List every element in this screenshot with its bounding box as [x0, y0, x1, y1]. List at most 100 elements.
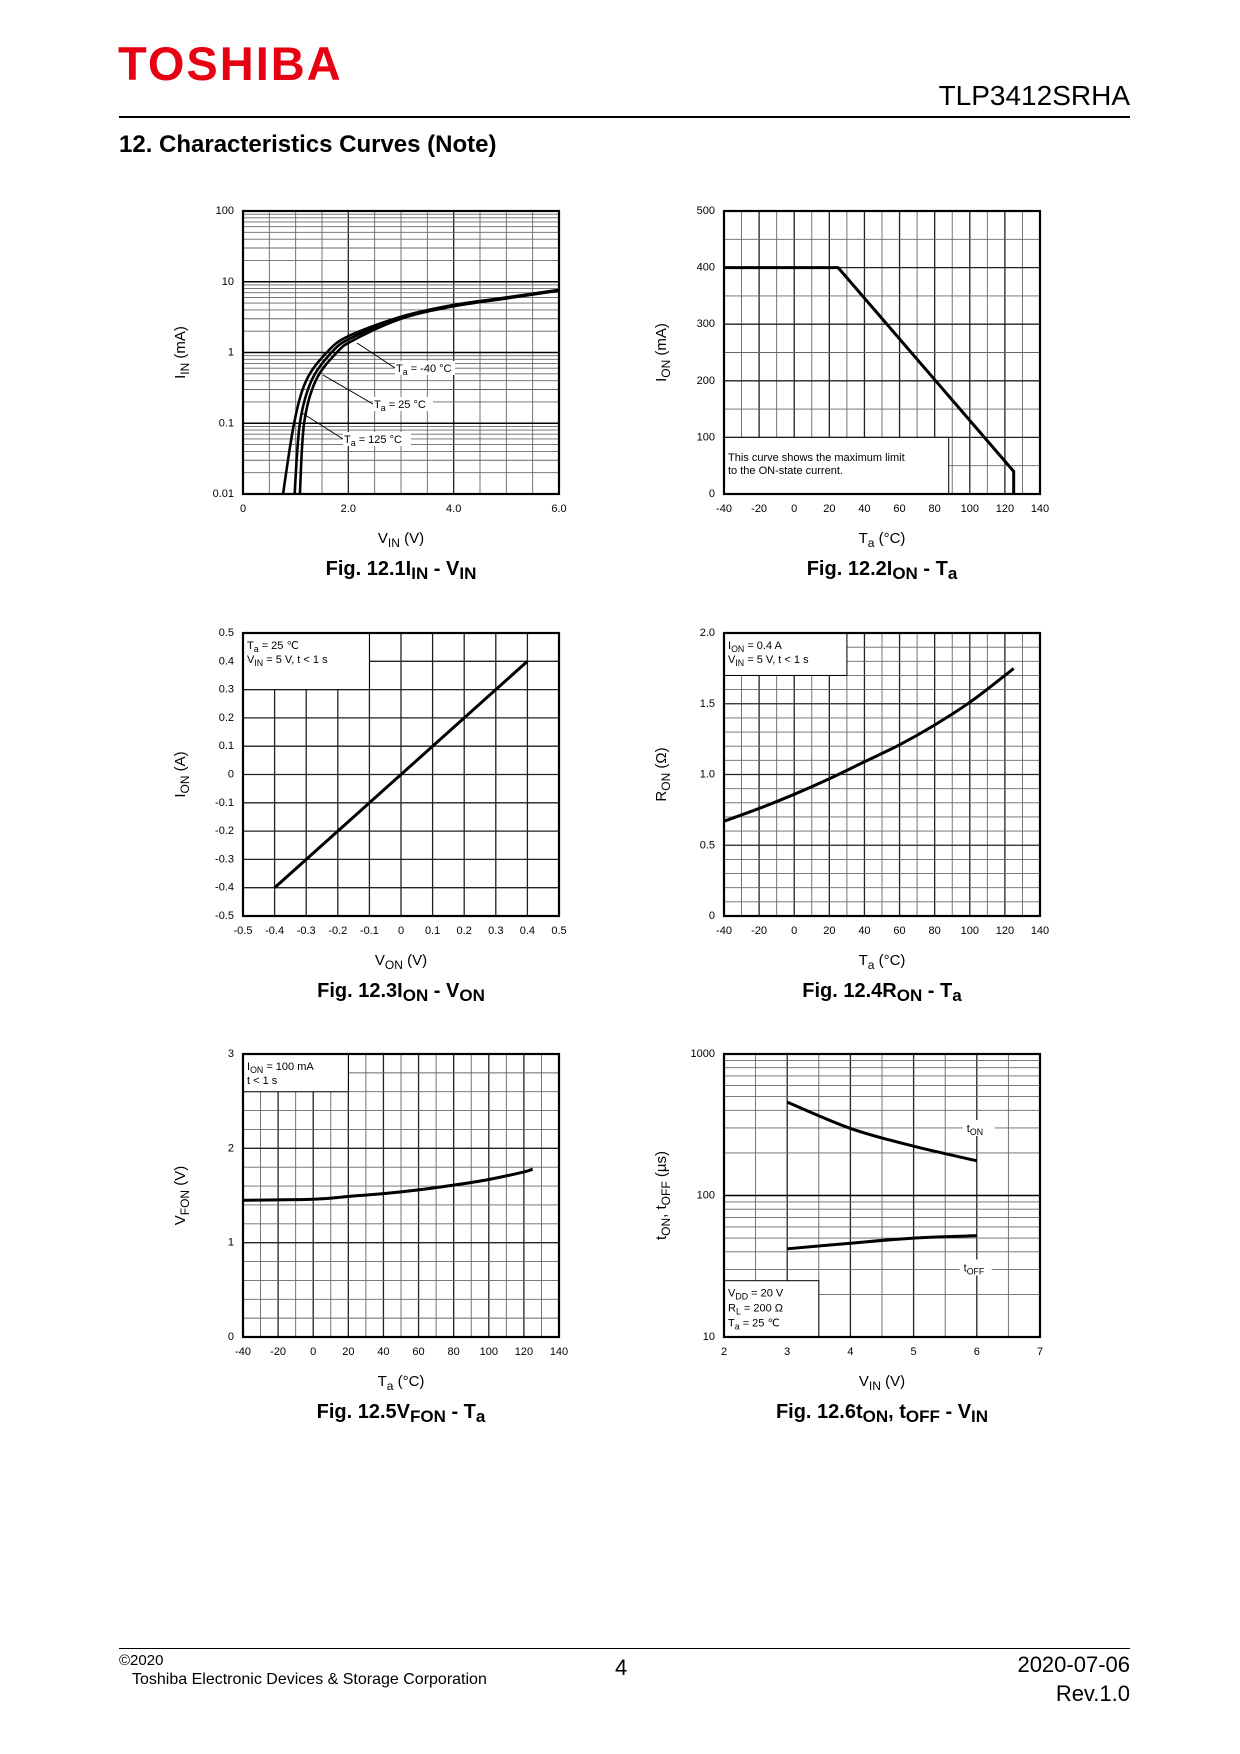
y-axis-label-part: (A) — [172, 751, 189, 775]
series-label: tOFF — [964, 1262, 985, 1276]
series-label-part: = -40 °C — [408, 363, 452, 375]
y-axis-label-part: FON — [178, 1190, 192, 1215]
figure-formula-part: I — [406, 558, 412, 580]
revision: Rev.1.0 — [1055, 1681, 1130, 1706]
y-axis-label-part: (V) — [172, 1166, 189, 1190]
y-tick-label: -0.1 — [215, 797, 234, 809]
label-bg — [395, 361, 455, 375]
x-tick-label: 5 — [911, 1346, 917, 1358]
condition-text-part: IN — [254, 658, 263, 668]
figure-number: Fig. 12.2 — [807, 558, 887, 580]
x-axis-label: Ta (°C) — [859, 530, 906, 550]
y-axis-label-part: ON — [659, 1218, 673, 1236]
y-axis-label-part: I — [172, 794, 189, 798]
x-tick-label: 40 — [858, 925, 870, 937]
y-axis-label-part: ON — [178, 776, 192, 794]
plot-frame — [241, 209, 561, 496]
x-tick-label: 60 — [893, 503, 905, 515]
x-tick-label: 4 — [847, 1346, 853, 1358]
x-axis-label-part: a — [868, 536, 875, 550]
condition-text: VIN = 5 V, t < 1 s — [728, 654, 809, 668]
copyright: ©2020 — [119, 1652, 164, 1669]
figure-formula-part: OFF — [906, 1407, 940, 1426]
y-axis-label: tON, tOFF (µs) — [653, 1151, 673, 1240]
y-axis-label-part: (µs) — [653, 1151, 670, 1181]
x-tick-label: 2 — [721, 1346, 727, 1358]
chart-fig-12-5: ION = 100 mAt < 1 s-40 -20 0 20 40 60 80 100 120… — [172, 1048, 568, 1426]
x-axis-label-part: a — [868, 958, 875, 972]
x-tick-label: -20 — [270, 1346, 286, 1358]
condition-text: t < 1 s — [247, 1075, 278, 1087]
y-tick-label: 200 — [697, 375, 715, 387]
y-tick-label: 2.0 — [700, 627, 715, 639]
series-line — [787, 1234, 977, 1251]
plot-frame — [722, 1052, 1042, 1339]
y-tick-label: 0.1 — [219, 740, 234, 752]
x-tick-label: 0 — [240, 503, 246, 515]
series-line — [786, 1100, 978, 1163]
condition-text-part: I — [728, 640, 731, 652]
x-tick-label: 80 — [929, 925, 941, 937]
x-tick-label: 140 — [550, 1346, 568, 1358]
y-tick-label: 0 — [228, 769, 234, 781]
x-tick-label: -0.5 — [234, 925, 253, 937]
condition-text-part: = 0.4 A — [744, 640, 782, 652]
x-tick-label: 80 — [929, 503, 941, 515]
x-tick-label: 120 — [996, 503, 1014, 515]
x-axis-label-part: T — [859, 952, 868, 969]
y-tick-label: -0.2 — [215, 825, 234, 837]
label-bg — [343, 432, 411, 446]
series-label: Ta = 25 °C — [374, 399, 426, 413]
condition-text: VDD = 20 V — [728, 1288, 784, 1302]
x-axis-label-part: (°C) — [874, 952, 905, 969]
x-axis-label-part: V — [378, 530, 388, 547]
series-label-part: T — [344, 434, 351, 446]
x-axis-label-part: (V) — [881, 1373, 905, 1390]
x-tick-label: 120 — [996, 925, 1014, 937]
annotation-box — [723, 436, 950, 495]
x-tick-label: 2.0 — [341, 503, 356, 515]
header-divider — [119, 116, 1130, 118]
y-tick-label: 10 — [703, 1331, 715, 1343]
y-tick-label: 0.5 — [219, 627, 234, 639]
figure-formula-part: I — [887, 558, 893, 580]
series-label-part: T — [396, 363, 403, 375]
y-axis-label-part: IN — [178, 363, 192, 375]
y-axis-label: RON (Ω) — [653, 747, 673, 801]
figure-caption: Fig. 12.5VFON - Ta — [317, 1401, 486, 1426]
figure-formula-part: IN — [971, 1407, 988, 1426]
condition-text-part: IN — [735, 658, 744, 668]
condition-text-part: = 20 V — [748, 1288, 784, 1300]
condition-text-part: ON — [250, 1065, 263, 1075]
y-tick-label: -0.4 — [215, 882, 234, 894]
y-axis-label-part: ON — [659, 360, 673, 378]
figure-formula-part: - V — [428, 980, 460, 1002]
condition-text-part: R — [728, 1303, 736, 1315]
x-tick-label: -0.4 — [265, 925, 284, 937]
y-tick-label: 0 — [709, 910, 715, 922]
figure-formula-part: ON — [892, 564, 918, 583]
x-tick-label: 40 — [377, 1346, 389, 1358]
y-axis-label: ION (A) — [172, 751, 192, 797]
y-axis-label-part: R — [653, 791, 670, 802]
x-tick-label: -40 — [716, 503, 732, 515]
condition-text-part: T — [247, 640, 254, 652]
figure-formula-part: FON — [410, 1407, 446, 1426]
label-arrow — [301, 412, 344, 440]
x-tick-label: 140 — [1031, 503, 1049, 515]
figure-number: Fig. 12.4 — [802, 980, 883, 1002]
x-tick-label: 80 — [448, 1346, 460, 1358]
x-tick-label: -0.1 — [360, 925, 379, 937]
y-axis-label-part: OFF — [659, 1181, 673, 1205]
y-tick-label: 1 — [228, 1237, 234, 1249]
figure-formula-part: I — [397, 980, 403, 1002]
y-tick-label: 300 — [697, 318, 715, 330]
annotation-box — [242, 1053, 349, 1093]
condition-text-part: I — [247, 1061, 250, 1073]
x-axis-label: VIN (V) — [859, 1373, 905, 1393]
x-tick-label: 0.5 — [551, 925, 566, 937]
y-tick-label: 1.0 — [700, 769, 715, 781]
